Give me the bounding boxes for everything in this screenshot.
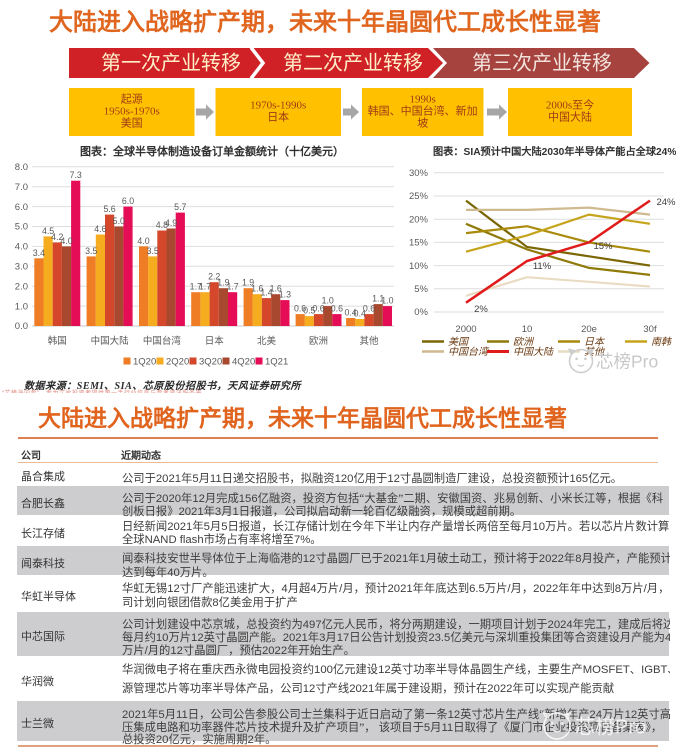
svg-text:欧洲: 欧洲 [309,335,328,347]
svg-text:2.0: 2.0 [15,281,28,292]
svg-text:美国: 美国 [121,117,143,130]
svg-text:1.0: 1.0 [381,296,393,306]
svg-text:10: 10 [522,324,533,335]
svg-text:3.5: 3.5 [85,246,97,256]
svg-text:4.8: 4.8 [156,220,168,230]
svg-text:0.4: 0.4 [354,309,366,319]
svg-text:15%: 15% [593,241,613,252]
svg-text:20e: 20e [581,324,597,335]
svg-text:0.6: 0.6 [331,304,343,314]
svg-text:北美: 北美 [257,335,277,347]
svg-text:3.4: 3.4 [33,248,45,258]
svg-text:2.2: 2.2 [208,272,220,282]
svg-text:7.3: 7.3 [70,170,82,180]
svg-text:0.0: 0.0 [15,321,28,332]
svg-text:芯榜Pro: 芯榜Pro [575,716,646,739]
svg-text:1.1: 1.1 [372,294,384,304]
svg-text:15%: 15% [409,238,429,249]
svg-text:韩国、中国台湾、新加: 韩国、中国台湾、新加 [368,104,478,118]
svg-text:0%: 0% [414,307,428,318]
svg-text:1.3: 1.3 [279,290,291,300]
svg-text:1.7: 1.7 [199,282,211,292]
svg-text:6.0: 6.0 [122,196,134,206]
svg-text:3Q20: 3Q20 [199,357,222,368]
svg-text:2000s至今: 2000s至今 [546,98,594,112]
svg-text:4Q20: 4Q20 [232,357,255,368]
svg-text:1990s: 1990s [410,94,436,106]
svg-text:1.7: 1.7 [190,282,202,292]
svg-text:中国台湾: 中国台湾 [448,346,490,358]
svg-text:1950s-1970s: 1950s-1970s [104,106,160,118]
svg-text:4.0: 4.0 [60,236,72,246]
svg-text:24%: 24% [656,197,676,208]
svg-text:2%: 2% [474,304,488,315]
svg-text:芯榜Pro: 芯榜Pro [596,352,658,372]
svg-text:20%: 20% [409,214,429,225]
svg-text:4.2: 4.2 [51,232,63,242]
svg-text:5.0: 5.0 [15,222,28,233]
svg-text:日本: 日本 [205,335,225,347]
svg-text:4.6: 4.6 [94,224,106,234]
svg-text:8.0: 8.0 [15,162,28,173]
svg-text:1.6: 1.6 [270,284,282,294]
svg-text:韩国: 韩国 [48,335,67,347]
svg-text:2000: 2000 [455,324,476,335]
svg-text:2Q20: 2Q20 [166,357,189,368]
svg-text:1.9: 1.9 [242,278,254,288]
svg-text:25%: 25% [409,191,429,202]
svg-text:5%: 5% [414,284,428,295]
svg-text:日本: 日本 [584,336,605,348]
svg-text:4.0: 4.0 [137,236,149,246]
svg-text:5.0: 5.0 [113,216,125,226]
svg-text:第三次产业转移: 第三次产业转移 [472,52,612,75]
svg-text:中国大陆: 中国大陆 [513,346,554,358]
svg-text:30%: 30% [409,168,429,179]
svg-text:1.0: 1.0 [322,296,334,306]
svg-text:3.0: 3.0 [15,262,28,273]
svg-text:中国大陆: 中国大陆 [91,335,130,347]
svg-text:4.5: 4.5 [42,226,54,236]
svg-text:坡: 坡 [417,117,428,130]
svg-text:美国: 美国 [448,336,470,348]
svg-text:1Q21: 1Q21 [265,357,288,368]
svg-text:1.9: 1.9 [217,278,229,288]
svg-text:第一次产业转移: 第一次产业转移 [101,52,241,75]
svg-text:中国台湾: 中国台湾 [143,335,182,347]
svg-text:0.6: 0.6 [312,304,324,314]
svg-text:4.0: 4.0 [15,242,28,253]
svg-text:南韩: 南韩 [651,336,673,348]
svg-text:10%: 10% [409,261,429,272]
svg-text:1970s-1990s: 1970s-1990s [250,100,306,112]
svg-text:3.5: 3.5 [147,246,159,256]
svg-text:1.6: 1.6 [251,284,263,294]
svg-text:其他: 其他 [584,346,605,358]
svg-text:第二次产业转移: 第二次产业转移 [283,52,423,75]
svg-text:其他: 其他 [359,335,379,347]
svg-text:起源: 起源 [121,92,143,106]
svg-text:5.6: 5.6 [103,204,115,214]
svg-text:日本: 日本 [267,110,289,124]
svg-text:1.7: 1.7 [226,282,238,292]
svg-text:欧洲: 欧洲 [513,336,535,348]
svg-text:0.6: 0.6 [363,304,375,314]
svg-text:5.7: 5.7 [174,202,186,212]
svg-text:0.5: 0.5 [303,306,315,316]
svg-text:0.6: 0.6 [294,304,306,314]
svg-text:11%: 11% [533,261,552,272]
svg-text:30f: 30f [643,324,657,335]
svg-text:0.4: 0.4 [344,308,356,318]
svg-text:1.0: 1.0 [15,301,28,312]
svg-text:1.4: 1.4 [260,288,272,298]
svg-text:图表：全球半导体制造设备订单金额统计（十亿美元）: 图表：全球半导体制造设备订单金额统计（十亿美元） [80,144,344,158]
svg-text:6.0: 6.0 [15,202,28,213]
svg-text:7.0: 7.0 [15,182,28,193]
svg-text:中国大陆: 中国大陆 [548,110,592,124]
svg-text:4.9: 4.9 [165,218,177,228]
svg-text:图表：SIA预计中国大陆2030年半导体产能占全球24%: 图表：SIA预计中国大陆2030年半导体产能占全球24% [433,145,676,158]
svg-text:1Q20: 1Q20 [133,357,156,368]
